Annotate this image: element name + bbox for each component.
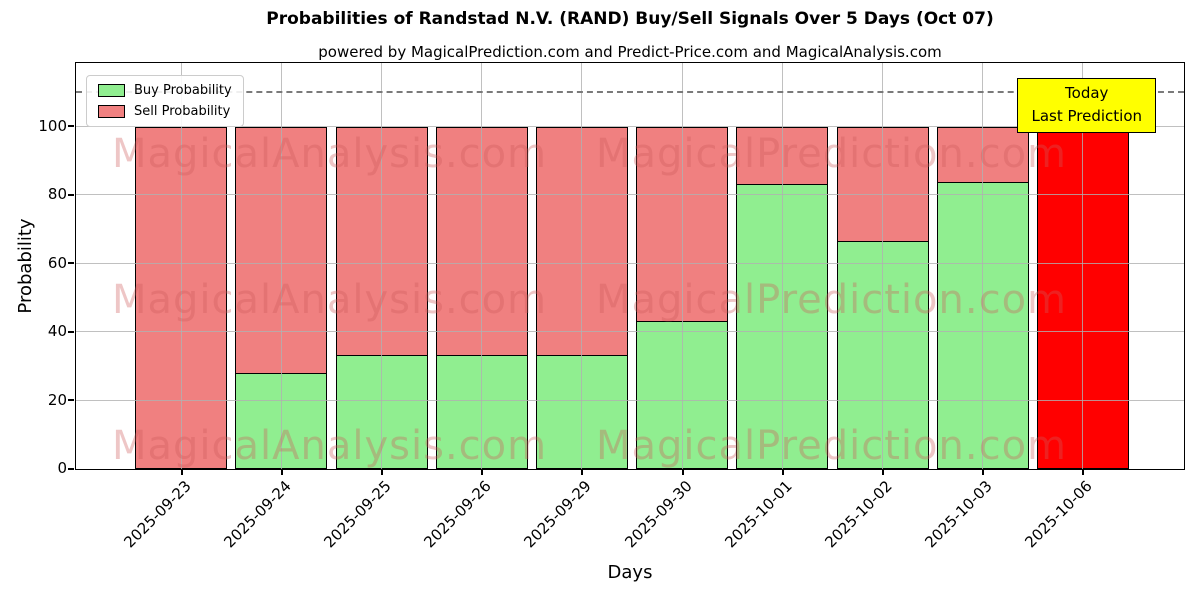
x-tick-mark (280, 470, 283, 475)
y-tick-label: 80 (47, 185, 67, 204)
today-annotation-box: Today Last Prediction (1017, 78, 1156, 133)
today-bar-segment (1036, 126, 1129, 469)
y-tick-label: 0 (57, 459, 67, 477)
y-tick-mark (68, 467, 74, 470)
y-tick-label: 60 (47, 253, 67, 272)
x-tick-mark (781, 470, 784, 475)
y-tick-mark (68, 125, 74, 128)
x-tick-mark (180, 470, 183, 475)
buy-bar-segment (836, 240, 929, 469)
y-tick-mark (68, 262, 74, 265)
sell-bar-segment (936, 126, 1029, 183)
x-tick-mark (982, 470, 985, 475)
sell-bar-segment (435, 126, 528, 357)
legend-item-sell: Sell Probability (98, 104, 232, 119)
x-tick-mark (1082, 470, 1085, 475)
y-tick-mark (68, 399, 74, 402)
buy-bar-segment (636, 320, 729, 469)
legend-label-buy: Buy Probability (134, 83, 232, 98)
x-tick-mark (381, 470, 383, 475)
buy-bar-segment (535, 355, 628, 469)
y-tick-label: 100 (38, 116, 67, 135)
y-tick-label: 40 (47, 322, 67, 341)
sell-bar-segment (836, 126, 929, 243)
buy-bar-segment (335, 354, 428, 469)
buy-bar-segment (235, 372, 328, 469)
sell-bar-segment (235, 126, 328, 374)
buy-bar-segment (936, 181, 1029, 469)
legend-item-buy: Buy Probability (98, 83, 232, 98)
threshold-dashed-line (76, 91, 1184, 93)
x-tick-mark (681, 470, 684, 475)
sell-bar-segment (736, 126, 829, 185)
legend-label-sell: Sell Probability (134, 104, 231, 119)
buy-probability-swatch (98, 84, 125, 97)
today-annotation-line2: Last Prediction (1031, 107, 1142, 126)
x-tick-mark (882, 470, 884, 475)
x-tick-mark (481, 470, 484, 475)
chart-subtitle: powered by MagicalPrediction.com and Pre… (318, 43, 942, 61)
y-tick-mark (68, 193, 74, 196)
y-tick-mark (68, 330, 74, 333)
buy-bar-segment (435, 355, 528, 469)
buy-bar-segment (736, 183, 829, 469)
legend: Buy Probability Sell Probability (86, 75, 244, 127)
x-tick-mark (581, 470, 584, 475)
sell-bar-segment (535, 126, 628, 357)
plot-area: MagicalAnalysis.com MagicalPrediction.com… (75, 62, 1185, 470)
today-annotation-line1: Today (1065, 84, 1109, 102)
sell-bar-segment (636, 126, 729, 323)
sell-bar-segment (135, 126, 228, 469)
x-axis-label: Days (607, 562, 653, 583)
sell-probability-swatch (98, 105, 125, 118)
y-tick-label: 20 (47, 390, 67, 409)
chart-title: Probabilities of Randstad N.V. (RAND) Bu… (266, 9, 994, 29)
sell-bar-segment (335, 126, 428, 356)
